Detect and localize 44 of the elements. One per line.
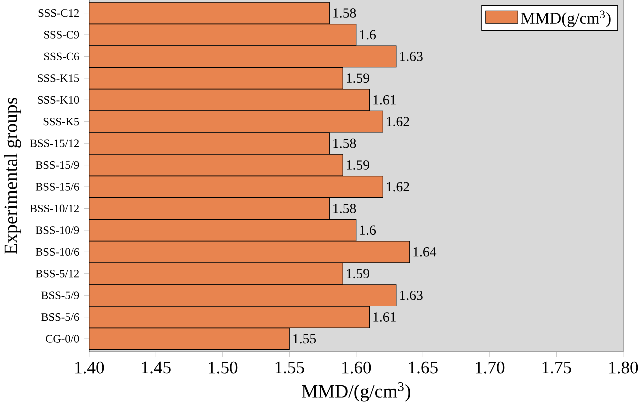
x-tick-label: 1.60	[342, 362, 372, 374]
x-tick-label: 1.45	[142, 362, 171, 374]
y-tick-label: BSS-10/12	[30, 204, 79, 213]
data-label: 1.6	[360, 30, 376, 40]
y-tick-label: SSS-K10	[38, 96, 80, 104]
x-tick-label: 1.50	[209, 362, 238, 374]
data-label: 1.62	[387, 117, 410, 127]
x-tick-label: 1.70	[476, 362, 505, 374]
data-label: 1.59	[347, 160, 370, 170]
y-tick-label: SSS-C9	[44, 31, 80, 39]
data-label: 1.55	[294, 334, 316, 344]
y-tick-label: BSS-15/6	[36, 183, 80, 191]
y-tick-label: SSS-K15	[38, 74, 80, 82]
data-label: 1.62	[387, 182, 410, 192]
y-tick-label: BSS-5/9	[42, 292, 80, 300]
data-label: 1.63	[400, 52, 423, 62]
x-tick-label: 1.40	[76, 362, 104, 374]
data-label: 1.61	[374, 95, 396, 105]
x-axis-title: MMD/(g/cm$^{3}$)	[302, 382, 410, 402]
x-tick-label: 1.65	[409, 362, 438, 374]
y-tick-label: BSS-15/9	[36, 162, 80, 170]
y-tick-label: SSS-C12	[38, 9, 79, 18]
y-tick-label: SSS-K5	[44, 118, 80, 126]
data-label: 1.6	[360, 226, 376, 236]
y-tick-label: BSS-10/9	[36, 226, 80, 234]
data-label: 1.58	[334, 8, 356, 18]
data-label: 1.61	[374, 312, 396, 322]
data-label: 1.64	[414, 248, 437, 257]
data-label: 1.58	[334, 138, 356, 148]
y-tick-label: BSS-5/12	[36, 270, 79, 278]
x-tick-label: 1.75	[542, 362, 572, 374]
legend-label: MMD(g/cm$^{3}$)	[521, 10, 611, 28]
y-tick-label: SSS-C6	[44, 52, 80, 61]
y-tick-label: BSS-5/6	[42, 314, 80, 322]
data-label: 1.58	[334, 204, 356, 214]
data-label: 1.63	[400, 290, 423, 300]
y-tick-label: BSS-15/12	[30, 140, 79, 148]
y-axis-title: Experimental groups	[4, 98, 22, 254]
data-label: 1.59	[347, 74, 370, 84]
y-tick-label: BSS-10/6	[36, 248, 80, 256]
data-label: 1.59	[347, 269, 370, 279]
x-tick-label: 1.80	[610, 362, 638, 374]
y-tick-label: CG-0/0	[46, 335, 80, 343]
x-tick-label: 1.55	[276, 362, 304, 374]
